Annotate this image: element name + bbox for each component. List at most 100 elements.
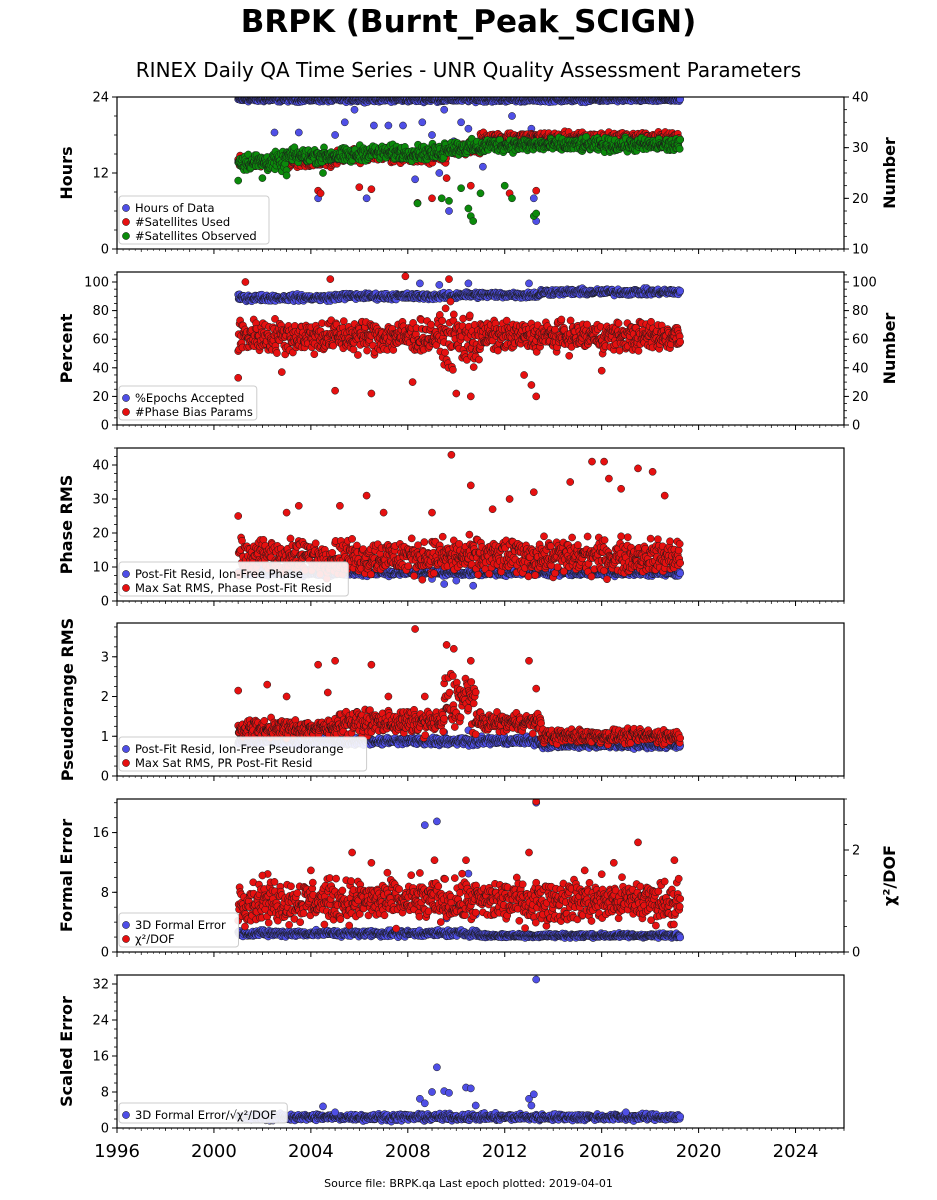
point	[647, 317, 655, 326]
outlier-point	[442, 174, 451, 182]
outlier-point	[445, 207, 453, 215]
outlier-point	[418, 118, 427, 127]
point	[339, 317, 348, 325]
outlier-point	[408, 378, 417, 386]
series-1-3	[234, 132, 685, 225]
outlier-point	[367, 389, 376, 398]
outlier-point	[452, 389, 461, 398]
point	[475, 355, 483, 364]
outlier-point	[355, 183, 364, 192]
outlier-point	[479, 162, 487, 171]
outlier-point	[476, 189, 485, 198]
outlier-point	[413, 199, 422, 208]
outlier-point	[532, 392, 541, 401]
point	[354, 351, 362, 359]
point	[676, 97, 685, 104]
outlier-point	[469, 217, 478, 225]
outlier-point	[294, 128, 303, 137]
outlier-point	[326, 275, 335, 283]
outlier-point	[466, 181, 475, 190]
outlier-point	[411, 175, 419, 184]
point	[675, 145, 684, 153]
point	[449, 310, 458, 319]
figure-title: BRPK (Burnt_Peak_SCIGN)	[240, 4, 697, 40]
points-layer	[234, 97, 685, 1126]
panel-1-points	[234, 97, 685, 225]
outlier-point	[520, 371, 528, 379]
point	[614, 319, 623, 328]
point	[557, 315, 566, 324]
outlier-point	[416, 279, 424, 288]
outlier-point	[331, 386, 339, 395]
outlier-point	[270, 128, 279, 137]
outlier-point	[350, 105, 359, 114]
outlier-point	[428, 131, 436, 139]
outlier-point	[316, 189, 325, 198]
outlier-point	[464, 204, 473, 213]
point	[565, 351, 574, 360]
point	[363, 346, 371, 355]
point	[676, 338, 685, 346]
outlier-point	[532, 209, 541, 218]
point	[441, 304, 450, 313]
point	[465, 311, 474, 320]
outlier-point	[367, 185, 376, 194]
point	[271, 315, 279, 323]
series-2-1	[234, 279, 685, 306]
point	[438, 316, 447, 325]
point	[494, 346, 502, 355]
outlier-point	[241, 278, 250, 286]
point	[459, 314, 467, 323]
outlier-point	[445, 197, 453, 205]
outlier-point	[464, 279, 473, 288]
point	[583, 320, 591, 329]
point	[469, 363, 478, 371]
outlier-point	[525, 279, 533, 288]
point	[634, 347, 643, 355]
outlier-point	[401, 272, 410, 281]
outlier-point	[435, 281, 444, 289]
outlier-point	[527, 381, 536, 389]
outlier-point	[440, 105, 449, 114]
series-1-1	[234, 97, 685, 225]
point	[441, 348, 449, 357]
outlier-point	[319, 169, 327, 177]
outlier-point	[597, 366, 606, 375]
panel-2-points	[234, 272, 685, 401]
outlier-point	[508, 112, 516, 120]
outlier-point	[435, 169, 444, 177]
outlier-point	[331, 131, 339, 139]
point	[273, 349, 281, 357]
point	[310, 350, 319, 359]
outlier-point	[282, 171, 291, 180]
outlier-point	[464, 124, 473, 133]
point	[427, 320, 435, 329]
outlier-point	[399, 121, 407, 130]
outlier-point	[466, 392, 475, 401]
outlier-point	[445, 275, 453, 283]
outlier-point	[457, 118, 465, 127]
outlier-point	[532, 186, 541, 195]
point	[329, 341, 338, 350]
point	[446, 297, 455, 306]
point	[676, 287, 685, 295]
outlier-point	[277, 368, 286, 376]
outlier-point	[340, 118, 349, 127]
point	[676, 135, 685, 144]
outlier-point	[437, 194, 446, 203]
outlier-point	[428, 194, 436, 203]
figure-subtitle: RINEX Daily QA Time Series - UNR Quality…	[135, 58, 802, 82]
outlier-point	[370, 121, 378, 130]
outlier-point	[508, 194, 516, 203]
outlier-point	[500, 181, 509, 190]
outlier-point	[362, 194, 371, 203]
outlier-point	[258, 174, 267, 182]
series-2-2	[234, 272, 685, 401]
outlier-point	[529, 194, 538, 203]
outlier-point	[234, 176, 243, 185]
outlier-point	[234, 373, 243, 382]
outlier-point	[384, 121, 393, 130]
point	[566, 316, 575, 325]
